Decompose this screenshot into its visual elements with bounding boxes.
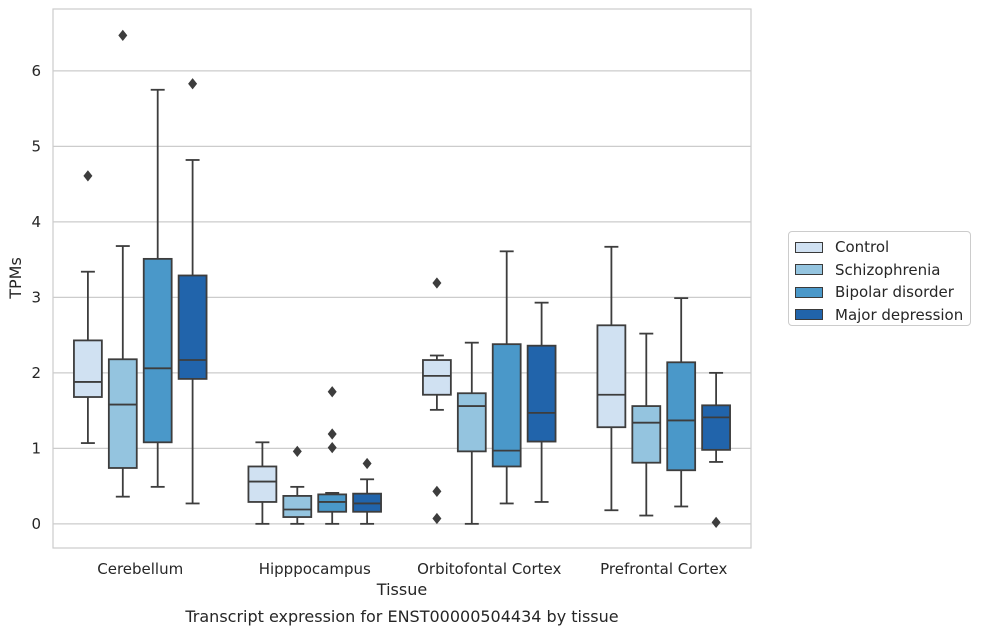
- y-axis-title: TPMs: [6, 257, 25, 300]
- x-axis-title: Tissue: [376, 580, 427, 599]
- outlier-point: [432, 485, 442, 498]
- box-iqr: [491, 343, 522, 468]
- box-control: [73, 170, 103, 444]
- x-tick-label: Orbitofontal Cortex: [417, 560, 561, 578]
- outlier-point: [327, 428, 337, 440]
- legend-swatch: [795, 241, 823, 253]
- outlier-point: [83, 170, 93, 182]
- box-bipolar-disorder: [317, 386, 348, 525]
- outlier-point: [432, 512, 442, 525]
- box-iqr: [596, 324, 627, 429]
- y-tick-label: 1: [31, 439, 41, 457]
- box-iqr: [107, 358, 138, 469]
- legend-swatch: [795, 309, 823, 321]
- legend-swatch: [795, 264, 823, 276]
- box-bipolar-disorder: [666, 297, 697, 508]
- box-major-depression: [177, 78, 208, 505]
- box-iqr: [177, 274, 208, 380]
- box-iqr: [456, 392, 487, 453]
- box-major-depression: [352, 457, 382, 525]
- y-tick-label: 4: [31, 213, 41, 231]
- boxes: [73, 29, 731, 528]
- outlier-point: [362, 457, 372, 470]
- legend: Control Schizophrenia Bipolar disorder Majo…: [788, 231, 971, 326]
- box-iqr: [526, 344, 557, 443]
- chart-title: Transcript expression for ENST0000050443…: [184, 607, 618, 626]
- outlier-point: [327, 386, 337, 398]
- y-axis-ticks: 0 1 2 3 4 5 6: [31, 62, 41, 533]
- box-schizophrenia: [631, 332, 662, 517]
- box-schizophrenia: [107, 29, 138, 498]
- box-bipolar-disorder: [491, 250, 522, 505]
- y-tick-label: 6: [31, 62, 41, 80]
- y-tick-label: 2: [31, 364, 41, 382]
- x-tick-label: Hipppocampus: [259, 560, 371, 578]
- x-tick-label: Prefrontal Cortex: [600, 560, 727, 578]
- y-tick-label: 5: [31, 137, 41, 155]
- box-iqr: [422, 359, 452, 396]
- legend-label: Schizophrenia: [835, 260, 941, 279]
- box-schizophrenia: [282, 445, 313, 525]
- legend-item: Major depression: [795, 304, 964, 327]
- outlier-point: [292, 445, 302, 457]
- box-iqr: [666, 361, 697, 472]
- legend-label: Control: [835, 238, 890, 257]
- outlier-point: [711, 516, 721, 528]
- legend-label: Major depression: [835, 305, 964, 324]
- outlier-point: [327, 441, 337, 454]
- x-axis-ticks: Cerebellum Hipppocampus Orbitofontal Corte…: [97, 560, 727, 578]
- legend-label: Bipolar disorder: [835, 283, 954, 302]
- legend-item: Control: [795, 236, 964, 259]
- box-control: [422, 277, 452, 525]
- box-iqr: [247, 465, 278, 503]
- legend-swatch: [795, 286, 823, 298]
- box-iqr: [73, 339, 103, 398]
- outlier-point: [432, 277, 442, 289]
- box-bipolar-disorder: [142, 88, 173, 488]
- box-major-depression: [526, 301, 557, 503]
- x-tick-label: Cerebellum: [97, 560, 183, 578]
- box-iqr: [701, 404, 731, 451]
- box-iqr: [282, 495, 313, 518]
- box-schizophrenia: [456, 341, 487, 525]
- y-tick-label: 0: [31, 515, 41, 533]
- box-control: [247, 441, 278, 525]
- box-iqr: [142, 257, 173, 444]
- box-iqr: [631, 405, 662, 464]
- box-control: [596, 245, 627, 512]
- outlier-point: [188, 78, 198, 90]
- legend-item: Bipolar disorder: [795, 281, 964, 304]
- legend-item: Schizophrenia: [795, 259, 964, 282]
- box-iqr: [317, 493, 348, 513]
- y-tick-label: 3: [31, 288, 41, 306]
- box-major-depression: [701, 371, 731, 528]
- outlier-point: [118, 29, 128, 42]
